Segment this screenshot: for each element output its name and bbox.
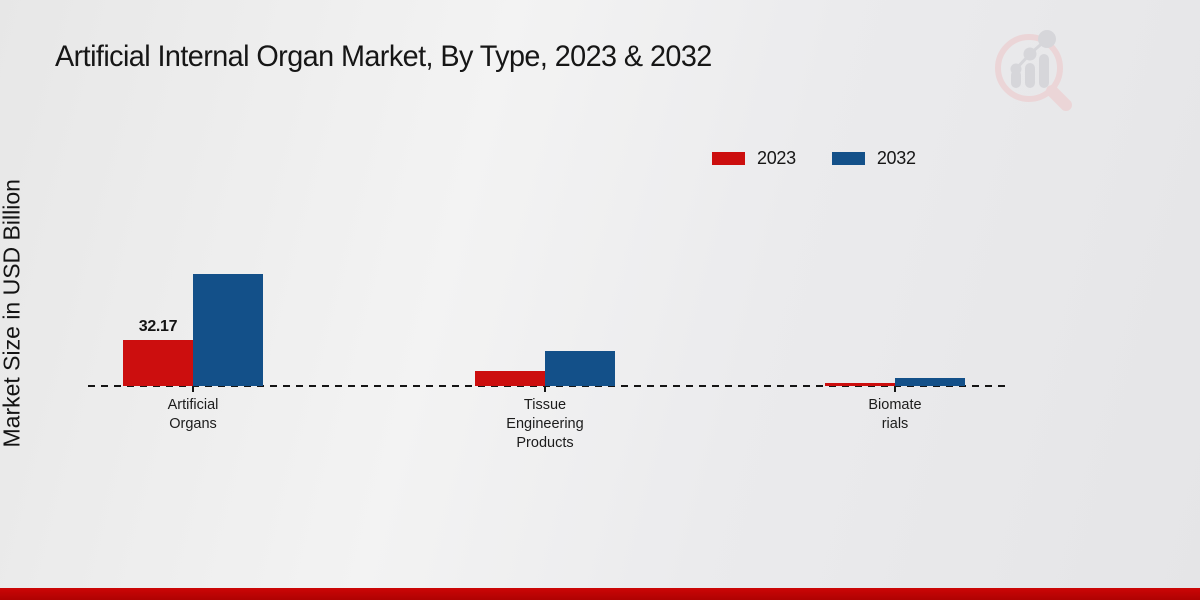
footer-accent-band bbox=[0, 588, 1200, 600]
legend-swatch-2032 bbox=[831, 152, 865, 165]
legend-label-2023: 2023 bbox=[757, 148, 796, 168]
legend-item-2023: 2023 bbox=[712, 148, 796, 169]
x-axis-tick-1 bbox=[544, 387, 546, 392]
category-label-0: Artificial Organs bbox=[167, 397, 219, 432]
brand-logo-watermark-icon bbox=[995, 30, 1072, 111]
chart-title: Artificial Internal Organ Market, By Typ… bbox=[55, 40, 712, 73]
x-axis-baseline bbox=[88, 385, 1007, 387]
bar-2023-2 bbox=[825, 383, 895, 386]
bar-data-label-2023: 32.17 bbox=[138, 318, 178, 335]
bar-2032-1 bbox=[545, 351, 615, 386]
bar-2023-1 bbox=[475, 371, 545, 386]
x-axis-tick-2 bbox=[894, 387, 896, 392]
bar-2023-0 bbox=[123, 340, 193, 386]
bar-group-0 bbox=[123, 274, 263, 386]
legend-swatch-2023 bbox=[712, 152, 745, 165]
legend-item-2032: 2032 bbox=[831, 148, 916, 169]
legend: 2023 2032 bbox=[712, 148, 916, 169]
category-label-1: Tissue Engineering Products bbox=[506, 397, 584, 451]
bar-2032-2 bbox=[895, 378, 965, 386]
bar-group-2 bbox=[825, 378, 965, 386]
bar-group-1 bbox=[475, 351, 615, 386]
category-label-2: Biomate rials bbox=[868, 397, 922, 432]
bar-2032-0 bbox=[193, 274, 263, 386]
legend-label-2032: 2032 bbox=[876, 148, 916, 168]
x-axis-tick-0 bbox=[192, 387, 194, 392]
